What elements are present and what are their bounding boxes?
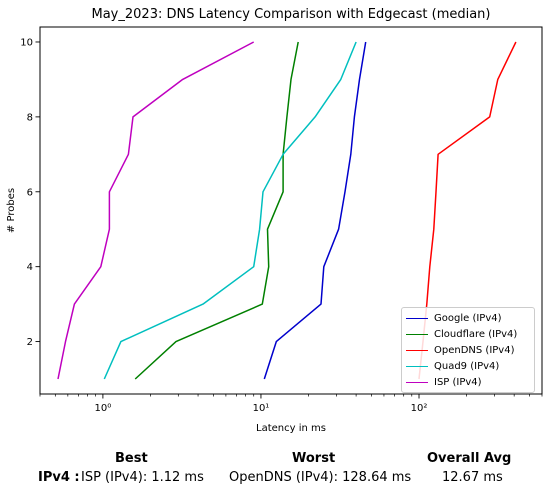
latency-chart: May_2023: DNS Latency Comparison with Ed…: [6, 7, 543, 434]
worst-header: Worst: [292, 451, 336, 466]
x-tick-label: 10¹: [253, 403, 270, 414]
legend-label: Cloudflare (IPv4): [434, 328, 518, 340]
legend-item: Cloudflare (IPv4): [406, 326, 530, 342]
series-line-1: [134, 41, 299, 380]
legend-swatch: [406, 381, 428, 383]
series-line-3: [103, 41, 357, 380]
legend-label: Quad9 (IPv4): [434, 360, 500, 372]
x-tick-label: 10²: [411, 403, 428, 414]
legend: Google (IPv4) Cloudflare (IPv4) OpenDNS (I…: [401, 307, 535, 393]
legend-item: Quad9 (IPv4): [406, 358, 530, 374]
legend-swatch: [406, 349, 428, 351]
worst-value: OpenDNS (IPv4): 128.64 ms: [229, 470, 412, 485]
legend-item: OpenDNS (IPv4): [406, 342, 530, 358]
y-axis-label: # Probes: [6, 188, 17, 233]
overall-avg-value: 12.67 ms: [442, 470, 503, 485]
legend-item: Google (IPv4): [406, 310, 530, 326]
y-tick-label: 8: [27, 112, 33, 123]
y-tick-label: 6: [27, 187, 33, 198]
legend-swatch: [406, 317, 428, 319]
y-tick-label: 10: [20, 37, 33, 48]
legend-swatch: [406, 333, 428, 335]
y-tick-label: 4: [27, 262, 33, 273]
x-axis-label: Latency in ms: [256, 423, 326, 434]
chart-title: May_2023: DNS Latency Comparison with Ed…: [92, 7, 491, 22]
series-line-0: [263, 41, 367, 380]
row-label-ipv4: IPv4 :: [38, 470, 80, 485]
best-header: Best: [115, 451, 148, 466]
legend-swatch: [406, 365, 428, 367]
best-value: ISP (IPv4): 1.12 ms: [81, 470, 204, 485]
overall-avg-header: Overall Avg: [427, 451, 512, 466]
x-tick-label: 10⁰: [95, 403, 112, 414]
legend-item: ISP (IPv4): [406, 374, 530, 390]
y-tick-label: 2: [27, 337, 33, 348]
legend-label: ISP (IPv4): [434, 376, 482, 388]
legend-label: Google (IPv4): [434, 312, 502, 324]
legend-label: OpenDNS (IPv4): [434, 344, 515, 356]
chart-area: May_2023: DNS Latency Comparison with Ed…: [6, 7, 543, 434]
plot-frame: [39, 26, 543, 395]
series-line-4: [57, 41, 255, 380]
